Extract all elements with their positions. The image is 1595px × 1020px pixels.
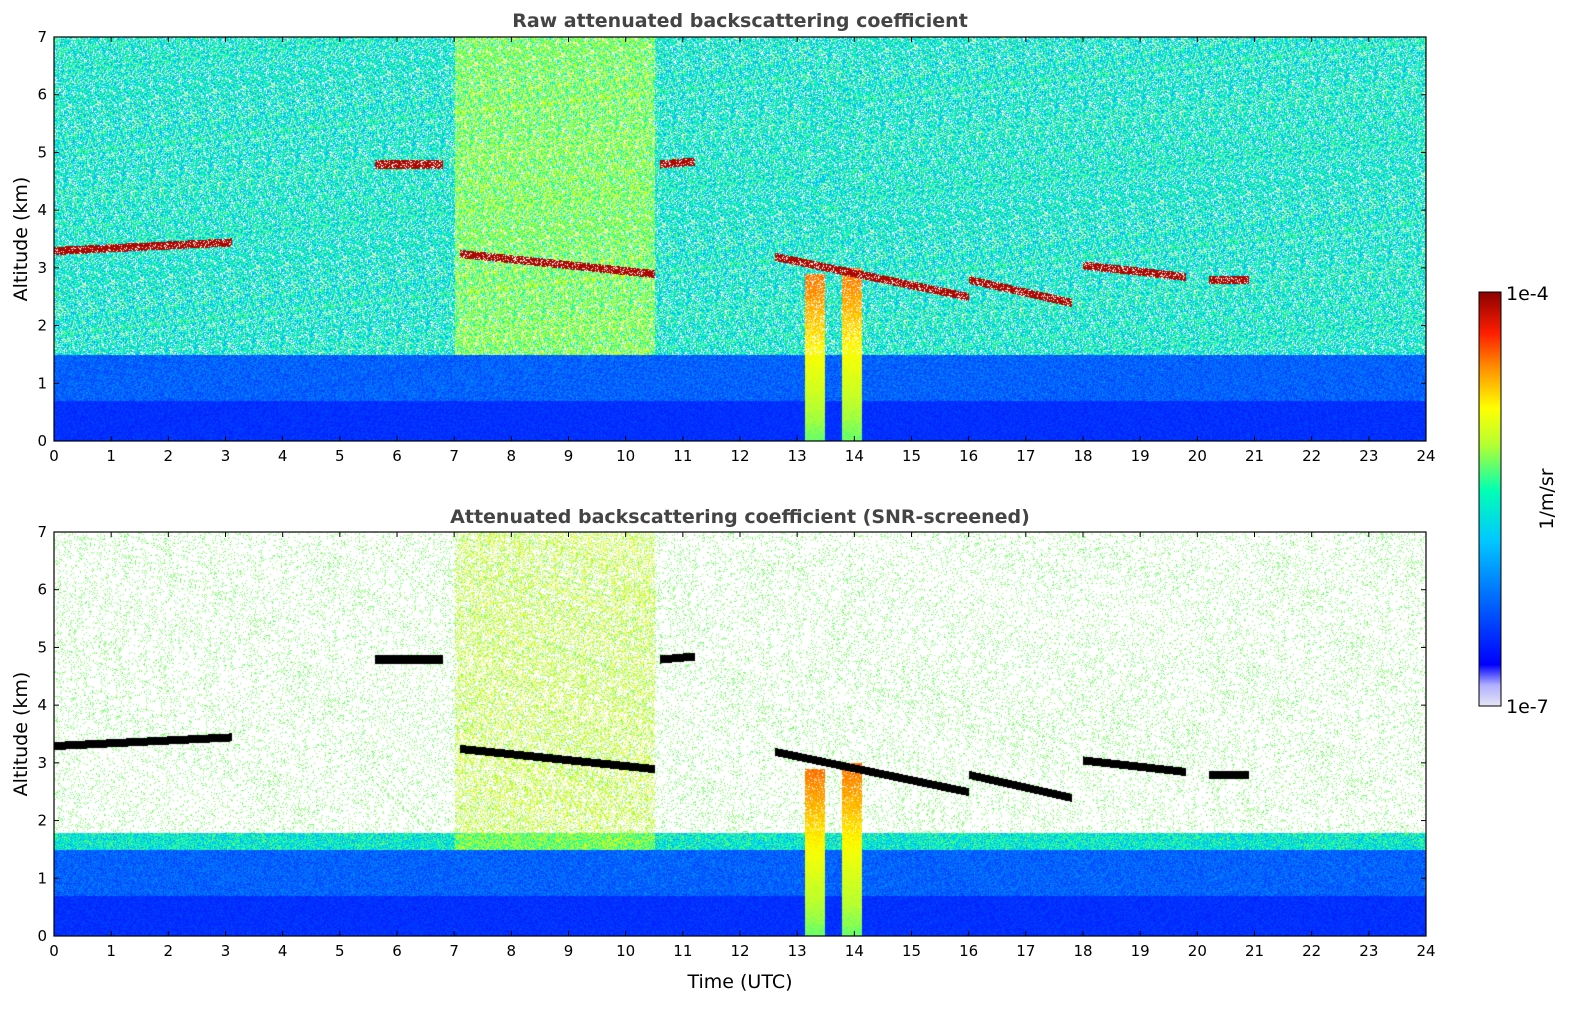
x-tick-label: 16 — [959, 942, 978, 960]
y-tick-label: 7 — [37, 28, 47, 46]
colorbar-gradient — [1478, 291, 1502, 707]
x-tick-label: 22 — [1302, 942, 1321, 960]
y-tick-label: 4 — [37, 201, 47, 219]
raw-y-axis-label: Altitude (km) — [10, 177, 32, 302]
y-tick-label: 7 — [37, 523, 47, 541]
y-tick-label: 3 — [37, 259, 47, 277]
y-tick-label: 1 — [37, 374, 47, 392]
y-tick-label: 2 — [37, 317, 47, 335]
x-tick-label: 10 — [616, 942, 635, 960]
y-tick-label: 4 — [37, 696, 47, 714]
colorbar: 1e-4 1e-7 1/m/sr — [1478, 283, 1558, 718]
y-tick-label: 5 — [37, 143, 47, 161]
x-tick-label: 4 — [278, 447, 288, 465]
y-tick-label: 2 — [37, 812, 47, 830]
x-tick-label: 11 — [673, 942, 692, 960]
screened-axes: 0 1 2 3 4 5 6 7 8 9 10 11 12 13 14 15 16 17 18 19 20 21 22 23 24… — [37, 523, 1435, 960]
x-tick-label: 7 — [449, 942, 459, 960]
x-tick-label: 13 — [788, 942, 807, 960]
x-tick-label: 23 — [1359, 447, 1378, 465]
x-tick-label: 14 — [845, 447, 864, 465]
x-tick-label: 3 — [221, 447, 231, 465]
x-tick-label: 3 — [221, 942, 231, 960]
x-tick-label: 1 — [106, 942, 116, 960]
y-tick-label: 3 — [37, 754, 47, 772]
x-tick-label: 18 — [1073, 447, 1092, 465]
screened-heatmap — [54, 532, 1426, 936]
x-tick-label: 20 — [1188, 447, 1207, 465]
x-tick-label: 6 — [392, 447, 402, 465]
x-tick-label: 24 — [1416, 942, 1435, 960]
x-tick-label: 21 — [1245, 942, 1264, 960]
x-tick-label: 8 — [507, 942, 517, 960]
raw-panel-title: Raw attenuated backscattering coefficien… — [512, 10, 968, 32]
x-tick-label: 7 — [449, 447, 459, 465]
x-tick-label: 14 — [845, 942, 864, 960]
x-tick-label: 19 — [1131, 942, 1150, 960]
x-tick-label: 21 — [1245, 447, 1264, 465]
x-tick-label: 11 — [673, 447, 692, 465]
screened-panel-title: Attenuated backscattering coefficient (S… — [450, 506, 1030, 528]
x-tick-label: 12 — [730, 942, 749, 960]
x-tick-label: 15 — [902, 447, 921, 465]
x-tick-label: 0 — [49, 447, 59, 465]
x-tick-label: 2 — [164, 942, 174, 960]
y-tick-label: 6 — [37, 86, 47, 104]
colorbar-max-label: 1e-4 — [1506, 283, 1549, 305]
x-tick-label: 22 — [1302, 447, 1321, 465]
x-tick-label: 17 — [1016, 942, 1035, 960]
x-tick-label: 24 — [1416, 447, 1435, 465]
x-tick-label: 8 — [507, 447, 517, 465]
x-tick-label: 9 — [564, 447, 574, 465]
x-tick-label: 9 — [564, 942, 574, 960]
screened-backscatter-panel: Attenuated backscattering coefficient (S… — [10, 506, 1436, 993]
y-tick-label: 0 — [37, 432, 47, 450]
x-tick-label: 23 — [1359, 942, 1378, 960]
x-tick-label: 17 — [1016, 447, 1035, 465]
y-tick-label: 0 — [37, 927, 47, 945]
colorbar-unit-label: 1/m/sr — [1536, 468, 1558, 529]
screened-y-axis-label: Altitude (km) — [10, 672, 32, 797]
x-tick-label: 0 — [49, 942, 59, 960]
x-tick-label: 1 — [106, 447, 116, 465]
x-tick-label: 16 — [959, 447, 978, 465]
raw-heatmap — [54, 37, 1426, 441]
x-tick-label: 4 — [278, 942, 288, 960]
x-tick-label: 5 — [335, 447, 345, 465]
y-tick-label: 6 — [37, 581, 47, 599]
x-tick-label: 15 — [902, 942, 921, 960]
colorbar-min-label: 1e-7 — [1506, 696, 1549, 718]
y-tick-label: 1 — [37, 869, 47, 887]
x-tick-label: 18 — [1073, 942, 1092, 960]
x-tick-label: 12 — [730, 447, 749, 465]
x-tick-label: 13 — [788, 447, 807, 465]
y-tick-label: 5 — [37, 638, 47, 656]
x-tick-label: 5 — [335, 942, 345, 960]
x-tick-label: 6 — [392, 942, 402, 960]
raw-backscatter-panel: Raw attenuated backscattering coefficien… — [10, 10, 1436, 465]
x-axis-label: Time (UTC) — [686, 971, 792, 993]
x-tick-label: 20 — [1188, 942, 1207, 960]
raw-axes: 0 1 2 3 4 5 6 7 8 9 10 11 12 13 14 15 16 17 18 19 20 21 22 23 24… — [37, 28, 1435, 465]
x-tick-label: 10 — [616, 447, 635, 465]
x-tick-label: 19 — [1131, 447, 1150, 465]
x-tick-label: 2 — [164, 447, 174, 465]
